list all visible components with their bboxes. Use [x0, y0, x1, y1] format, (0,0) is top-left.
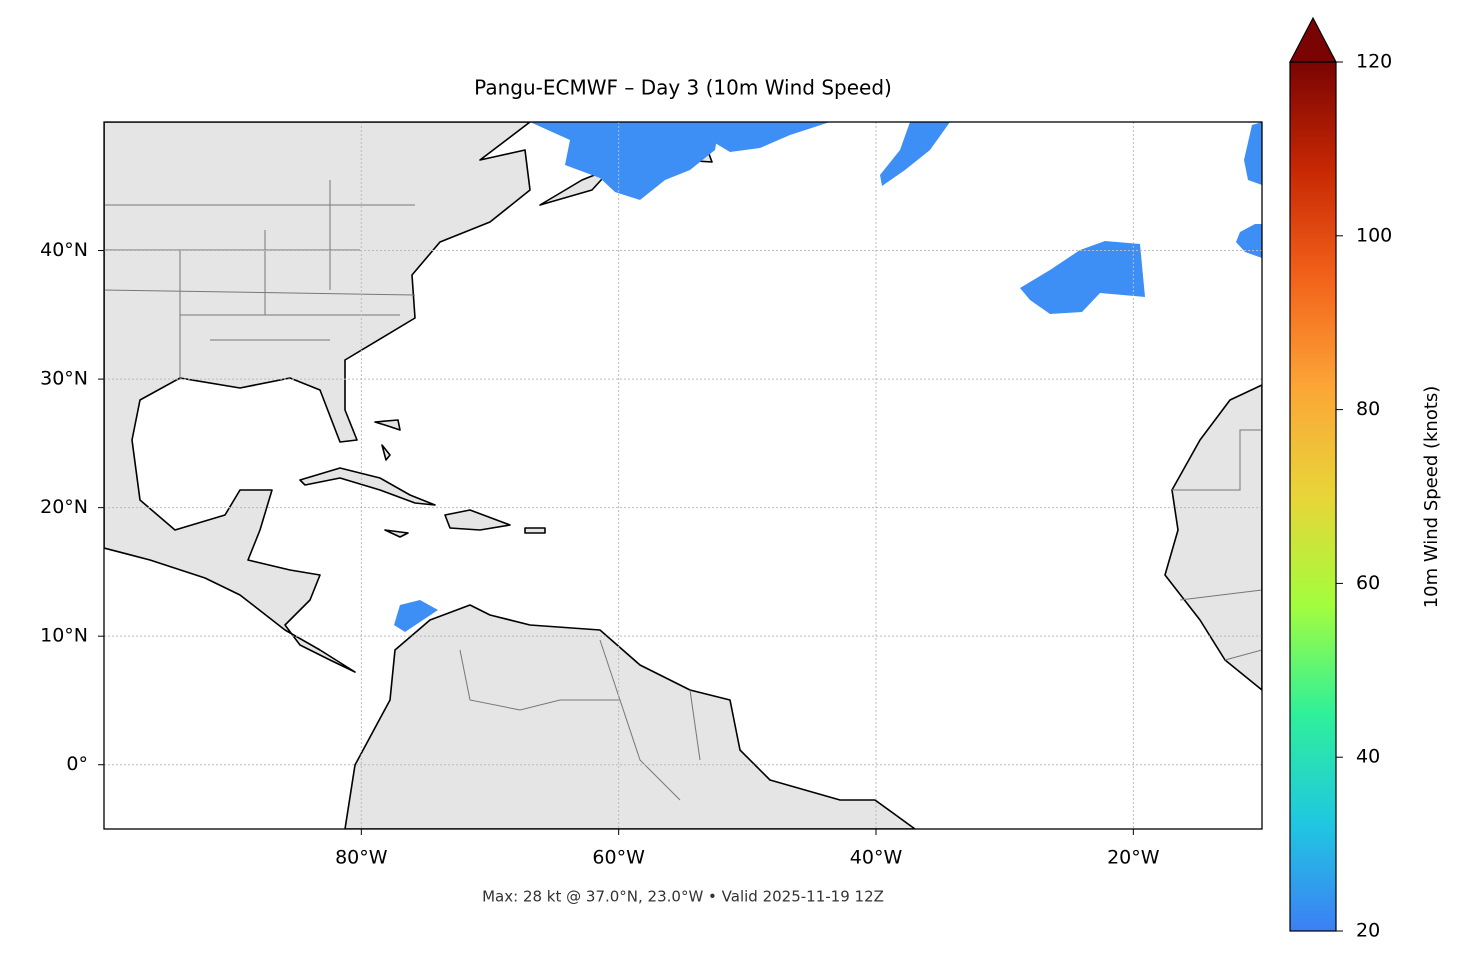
- north-america: [104, 122, 531, 673]
- state-borders: [104, 180, 416, 380]
- south-america: [344, 604, 916, 829]
- colorbar-tick-label: 60: [1356, 572, 1380, 594]
- y-tick-label: 0°: [66, 753, 88, 775]
- colorbar-extend: [1289, 16, 1337, 63]
- wind-area: [880, 122, 950, 186]
- wind-area: [394, 600, 438, 632]
- colorbar-fill: [1290, 62, 1336, 931]
- wind-area: [1020, 241, 1145, 314]
- colorbar-tick-label: 100: [1356, 224, 1392, 246]
- wind-area: [530, 122, 720, 200]
- wind-area: [1236, 122, 1262, 258]
- wind-field: [394, 122, 1262, 632]
- y-tick-label: 30°N: [40, 368, 88, 390]
- cuba: [299, 467, 436, 506]
- y-tick-label: 20°N: [40, 496, 88, 518]
- y-tick-label: 40°N: [40, 239, 88, 261]
- colorbar-tick-label: 80: [1356, 398, 1380, 420]
- africa: [1164, 384, 1262, 691]
- colorbar-tick-label: 20: [1356, 920, 1380, 942]
- x-tick-label: 80°W: [335, 847, 388, 869]
- x-tick-label: 20°W: [1107, 847, 1160, 869]
- wind-area: [700, 122, 830, 152]
- map-layers: [104, 122, 1262, 829]
- colorbar: 20 40 60 80 100 120: [1289, 16, 1392, 942]
- colorbar-tick-label: 40: [1356, 746, 1380, 768]
- x-tick-label: 40°W: [850, 847, 903, 869]
- colorbar-tick-label: 120: [1356, 51, 1392, 73]
- graticule: [104, 122, 1262, 829]
- map-frame: [103, 121, 1263, 830]
- colorbar-label: 10m Wind Speed (knots): [1421, 386, 1442, 609]
- map-footer: Max: 28 kt @ 37.0°N, 23.0°W • Valid 2025…: [482, 888, 884, 906]
- country-borders: [459, 429, 1262, 801]
- y-tick-label: 10°N: [40, 625, 88, 647]
- map-title: Pangu-ECMWF – Day 3 (10m Wind Speed): [474, 76, 892, 100]
- colorbar-frame: [1289, 61, 1337, 932]
- bahamas: [374, 419, 401, 461]
- hispaniola: [384, 509, 546, 538]
- x-tick-label: 60°W: [592, 847, 645, 869]
- borders: [104, 180, 1262, 801]
